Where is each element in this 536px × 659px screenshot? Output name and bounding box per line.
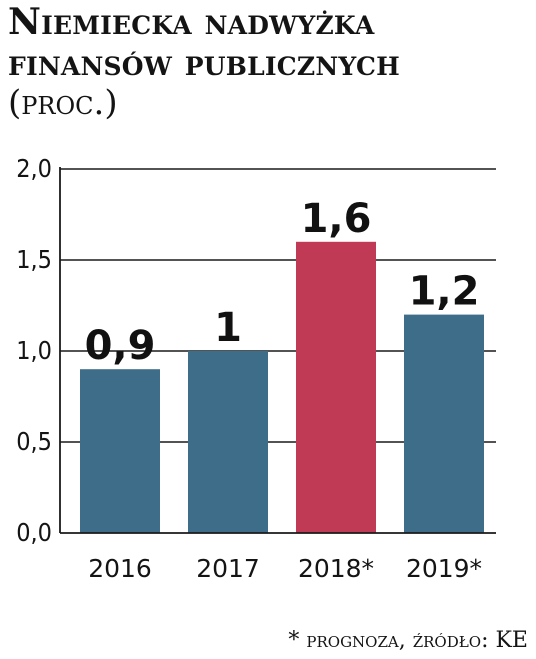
bar	[80, 369, 160, 533]
data-label: 0,9	[85, 323, 156, 369]
axes: 0,0 0,5 1,0 1,5 2,0 2016 2017 2018* 2019*	[16, 154, 496, 583]
bar	[296, 241, 376, 534]
chart-title: Niemiecka nadwyżka finansów publicznych	[8, 2, 528, 84]
x-tick-label: 2018*	[298, 554, 374, 583]
chart-title-line-2: finansów publicznych	[8, 42, 400, 84]
y-tick-label: 0,5	[16, 427, 52, 456]
x-tick-label: 2019*	[406, 554, 482, 583]
y-tick-label: 1,0	[16, 336, 52, 365]
data-label: 1	[214, 305, 242, 351]
data-labels: 0,9 1 1,6 1,2	[85, 196, 480, 369]
bar	[404, 314, 484, 533]
bar	[188, 351, 268, 533]
x-tick-label: 2017	[196, 554, 260, 583]
bars	[80, 241, 484, 534]
data-label: 1,6	[301, 196, 372, 242]
x-tick-label: 2016	[88, 554, 152, 583]
source-footnote: * prognoza, źródło: KE	[288, 628, 528, 653]
y-tick-label: 1,5	[16, 245, 52, 274]
y-tick-label: 2,0	[16, 154, 52, 183]
y-tick-label: 0,0	[16, 518, 52, 547]
chart-unit-label: (proc.)	[8, 83, 118, 123]
chart-title-line-1: Niemiecka nadwyżka	[8, 1, 375, 43]
data-label: 1,2	[409, 269, 480, 315]
bar-chart: 0,9 1 1,6 1,2 0,0 0,5 1,0 1,5 2,0 2016 2017 2018* 2…	[16, 154, 496, 583]
